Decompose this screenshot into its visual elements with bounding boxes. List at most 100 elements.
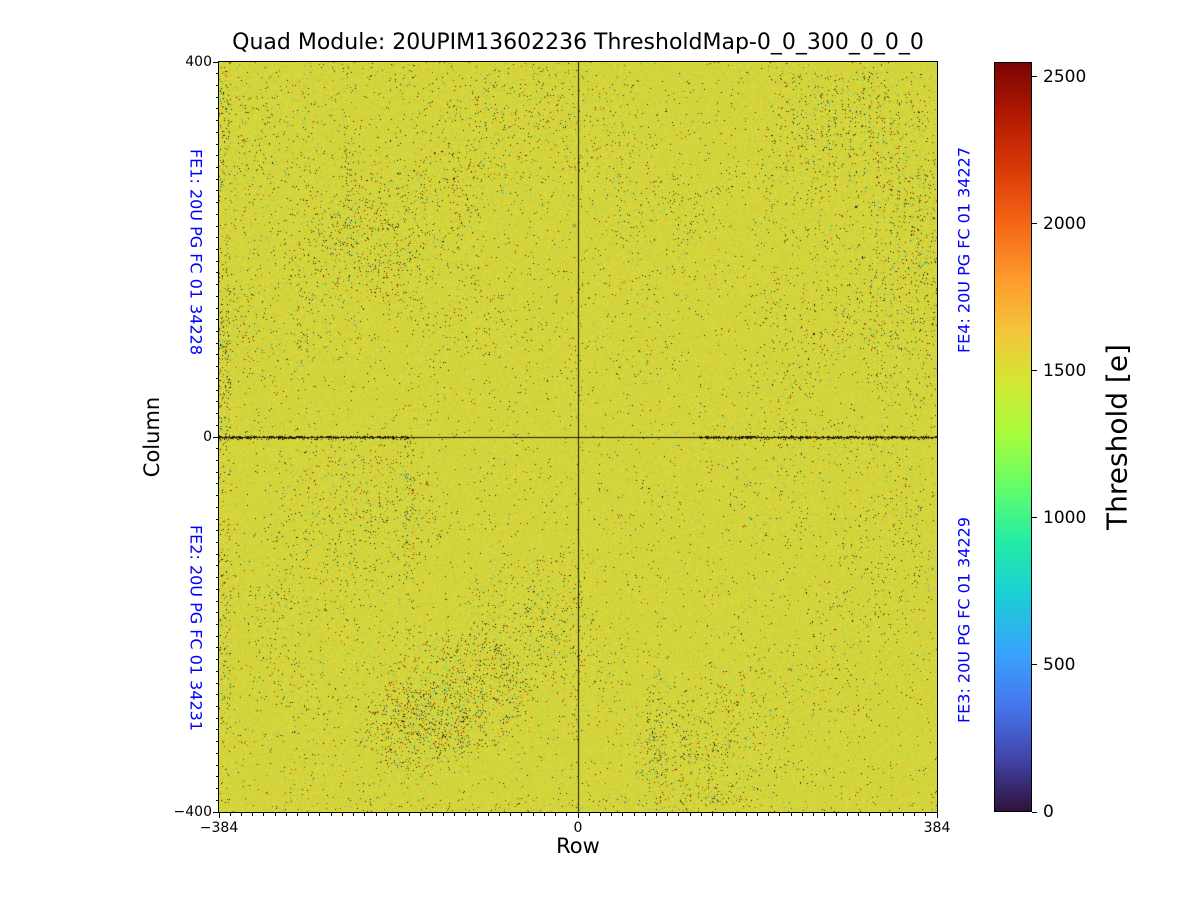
x-minor-tick xyxy=(902,812,904,816)
x-minor-tick xyxy=(308,812,310,816)
x-minor-tick xyxy=(599,812,601,816)
y-minor-tick xyxy=(215,659,219,661)
x-minor-tick xyxy=(768,812,770,816)
x-minor-tick xyxy=(667,812,669,816)
colorbar xyxy=(994,62,1032,812)
y-minor-tick xyxy=(215,96,219,98)
x-minor-tick xyxy=(341,812,343,816)
colorbar-tick xyxy=(1032,76,1037,78)
y-minor-tick xyxy=(215,73,219,75)
x-minor-tick xyxy=(824,812,826,816)
x-minor-tick xyxy=(543,812,545,816)
y-minor-tick xyxy=(215,354,219,356)
x-minor-tick xyxy=(521,812,523,816)
y-minor-tick xyxy=(215,553,219,555)
x-minor-tick xyxy=(274,812,276,816)
x-minor-tick xyxy=(757,812,758,816)
fe4-chip-label: FE4: 20U PG FC 01 34227 xyxy=(954,146,974,354)
y-minor-tick xyxy=(215,319,219,321)
y-minor-tick xyxy=(215,424,219,426)
y-minor-tick xyxy=(215,565,219,567)
y-minor-tick xyxy=(215,342,219,344)
x-minor-tick xyxy=(364,812,366,816)
y-minor-tick xyxy=(215,612,219,614)
y-minor-tick xyxy=(215,307,219,309)
y-minor-tick xyxy=(215,331,219,333)
x-minor-tick xyxy=(285,812,287,816)
x-minor-tick xyxy=(263,812,265,816)
x-minor-tick xyxy=(240,812,242,816)
x-minor-tick xyxy=(801,812,803,816)
x-minor-tick xyxy=(353,812,355,816)
y-minor-tick xyxy=(215,799,219,801)
y-minor-tick xyxy=(215,295,219,297)
y-minor-tick xyxy=(215,84,219,86)
y-minor-tick xyxy=(215,752,219,754)
y-minor-tick xyxy=(215,694,219,696)
y-minor-tick xyxy=(215,471,219,473)
x-minor-tick xyxy=(925,812,927,816)
y-minor-tick xyxy=(215,448,219,450)
y-minor-tick xyxy=(215,764,219,766)
x-minor-tick xyxy=(555,812,557,816)
y-minor-tick xyxy=(215,366,219,368)
x-minor-tick xyxy=(611,812,613,816)
x-minor-tick xyxy=(498,812,500,816)
colorbar-tick xyxy=(1032,223,1037,225)
y-minor-tick xyxy=(215,389,219,391)
y-minor-tick xyxy=(215,530,219,532)
x-minor-tick xyxy=(409,812,411,816)
y-minor-tick xyxy=(215,272,219,274)
y-minor-tick xyxy=(215,459,219,461)
y-minor-tick xyxy=(215,495,219,497)
y-minor-tick xyxy=(215,600,219,602)
x-minor-tick xyxy=(689,812,691,816)
y-minor-tick xyxy=(215,143,219,145)
y-minor-tick xyxy=(215,131,219,133)
x-tick-label: 0 xyxy=(573,820,583,836)
x-minor-tick xyxy=(712,812,714,816)
y-minor-tick xyxy=(215,225,219,227)
y-minor-tick xyxy=(215,788,219,790)
y-minor-tick xyxy=(215,178,219,180)
y-tick-label: 0 xyxy=(203,429,212,445)
colorbar-tick-label: 2000 xyxy=(1043,213,1087,234)
y-minor-tick xyxy=(215,541,219,543)
y-minor-tick xyxy=(215,401,219,403)
y-minor-tick xyxy=(215,682,219,684)
y-minor-tick xyxy=(215,166,219,168)
x-minor-tick xyxy=(487,812,489,816)
y-minor-tick xyxy=(215,413,219,415)
x-minor-tick xyxy=(857,812,859,816)
y-minor-tick xyxy=(215,741,219,743)
colorbar-tick-label: 0 xyxy=(1043,802,1054,822)
y-major-tick xyxy=(213,811,219,813)
x-minor-tick xyxy=(745,812,747,816)
x-minor-tick xyxy=(319,812,321,816)
x-minor-tick xyxy=(644,812,646,816)
y-tick-label: 400 xyxy=(185,54,212,70)
x-minor-tick xyxy=(914,812,916,816)
x-minor-tick xyxy=(723,812,725,816)
x-minor-tick xyxy=(386,812,388,816)
x-minor-tick xyxy=(700,812,702,816)
colorbar-tick-label: 2500 xyxy=(1043,66,1087,87)
y-minor-tick xyxy=(215,120,219,122)
colorbar-tick xyxy=(1032,370,1037,372)
x-minor-tick xyxy=(633,812,635,816)
x-minor-tick xyxy=(790,812,792,816)
colorbar-tick-label: 1000 xyxy=(1043,507,1087,528)
x-tick-label: 384 xyxy=(923,820,951,836)
y-minor-tick xyxy=(215,776,219,778)
x-minor-tick xyxy=(734,812,736,816)
x-minor-tick xyxy=(869,812,871,816)
y-minor-tick xyxy=(215,202,219,204)
x-minor-tick xyxy=(454,812,456,816)
y-minor-tick xyxy=(215,577,219,579)
y-minor-tick xyxy=(215,588,219,590)
x-minor-tick xyxy=(431,812,433,816)
y-minor-tick xyxy=(215,717,219,719)
x-minor-tick xyxy=(779,812,781,816)
fe1-chip-label: FE1: 20U PG FC 01 34228 xyxy=(186,148,206,356)
threshold-heatmap xyxy=(219,62,937,812)
